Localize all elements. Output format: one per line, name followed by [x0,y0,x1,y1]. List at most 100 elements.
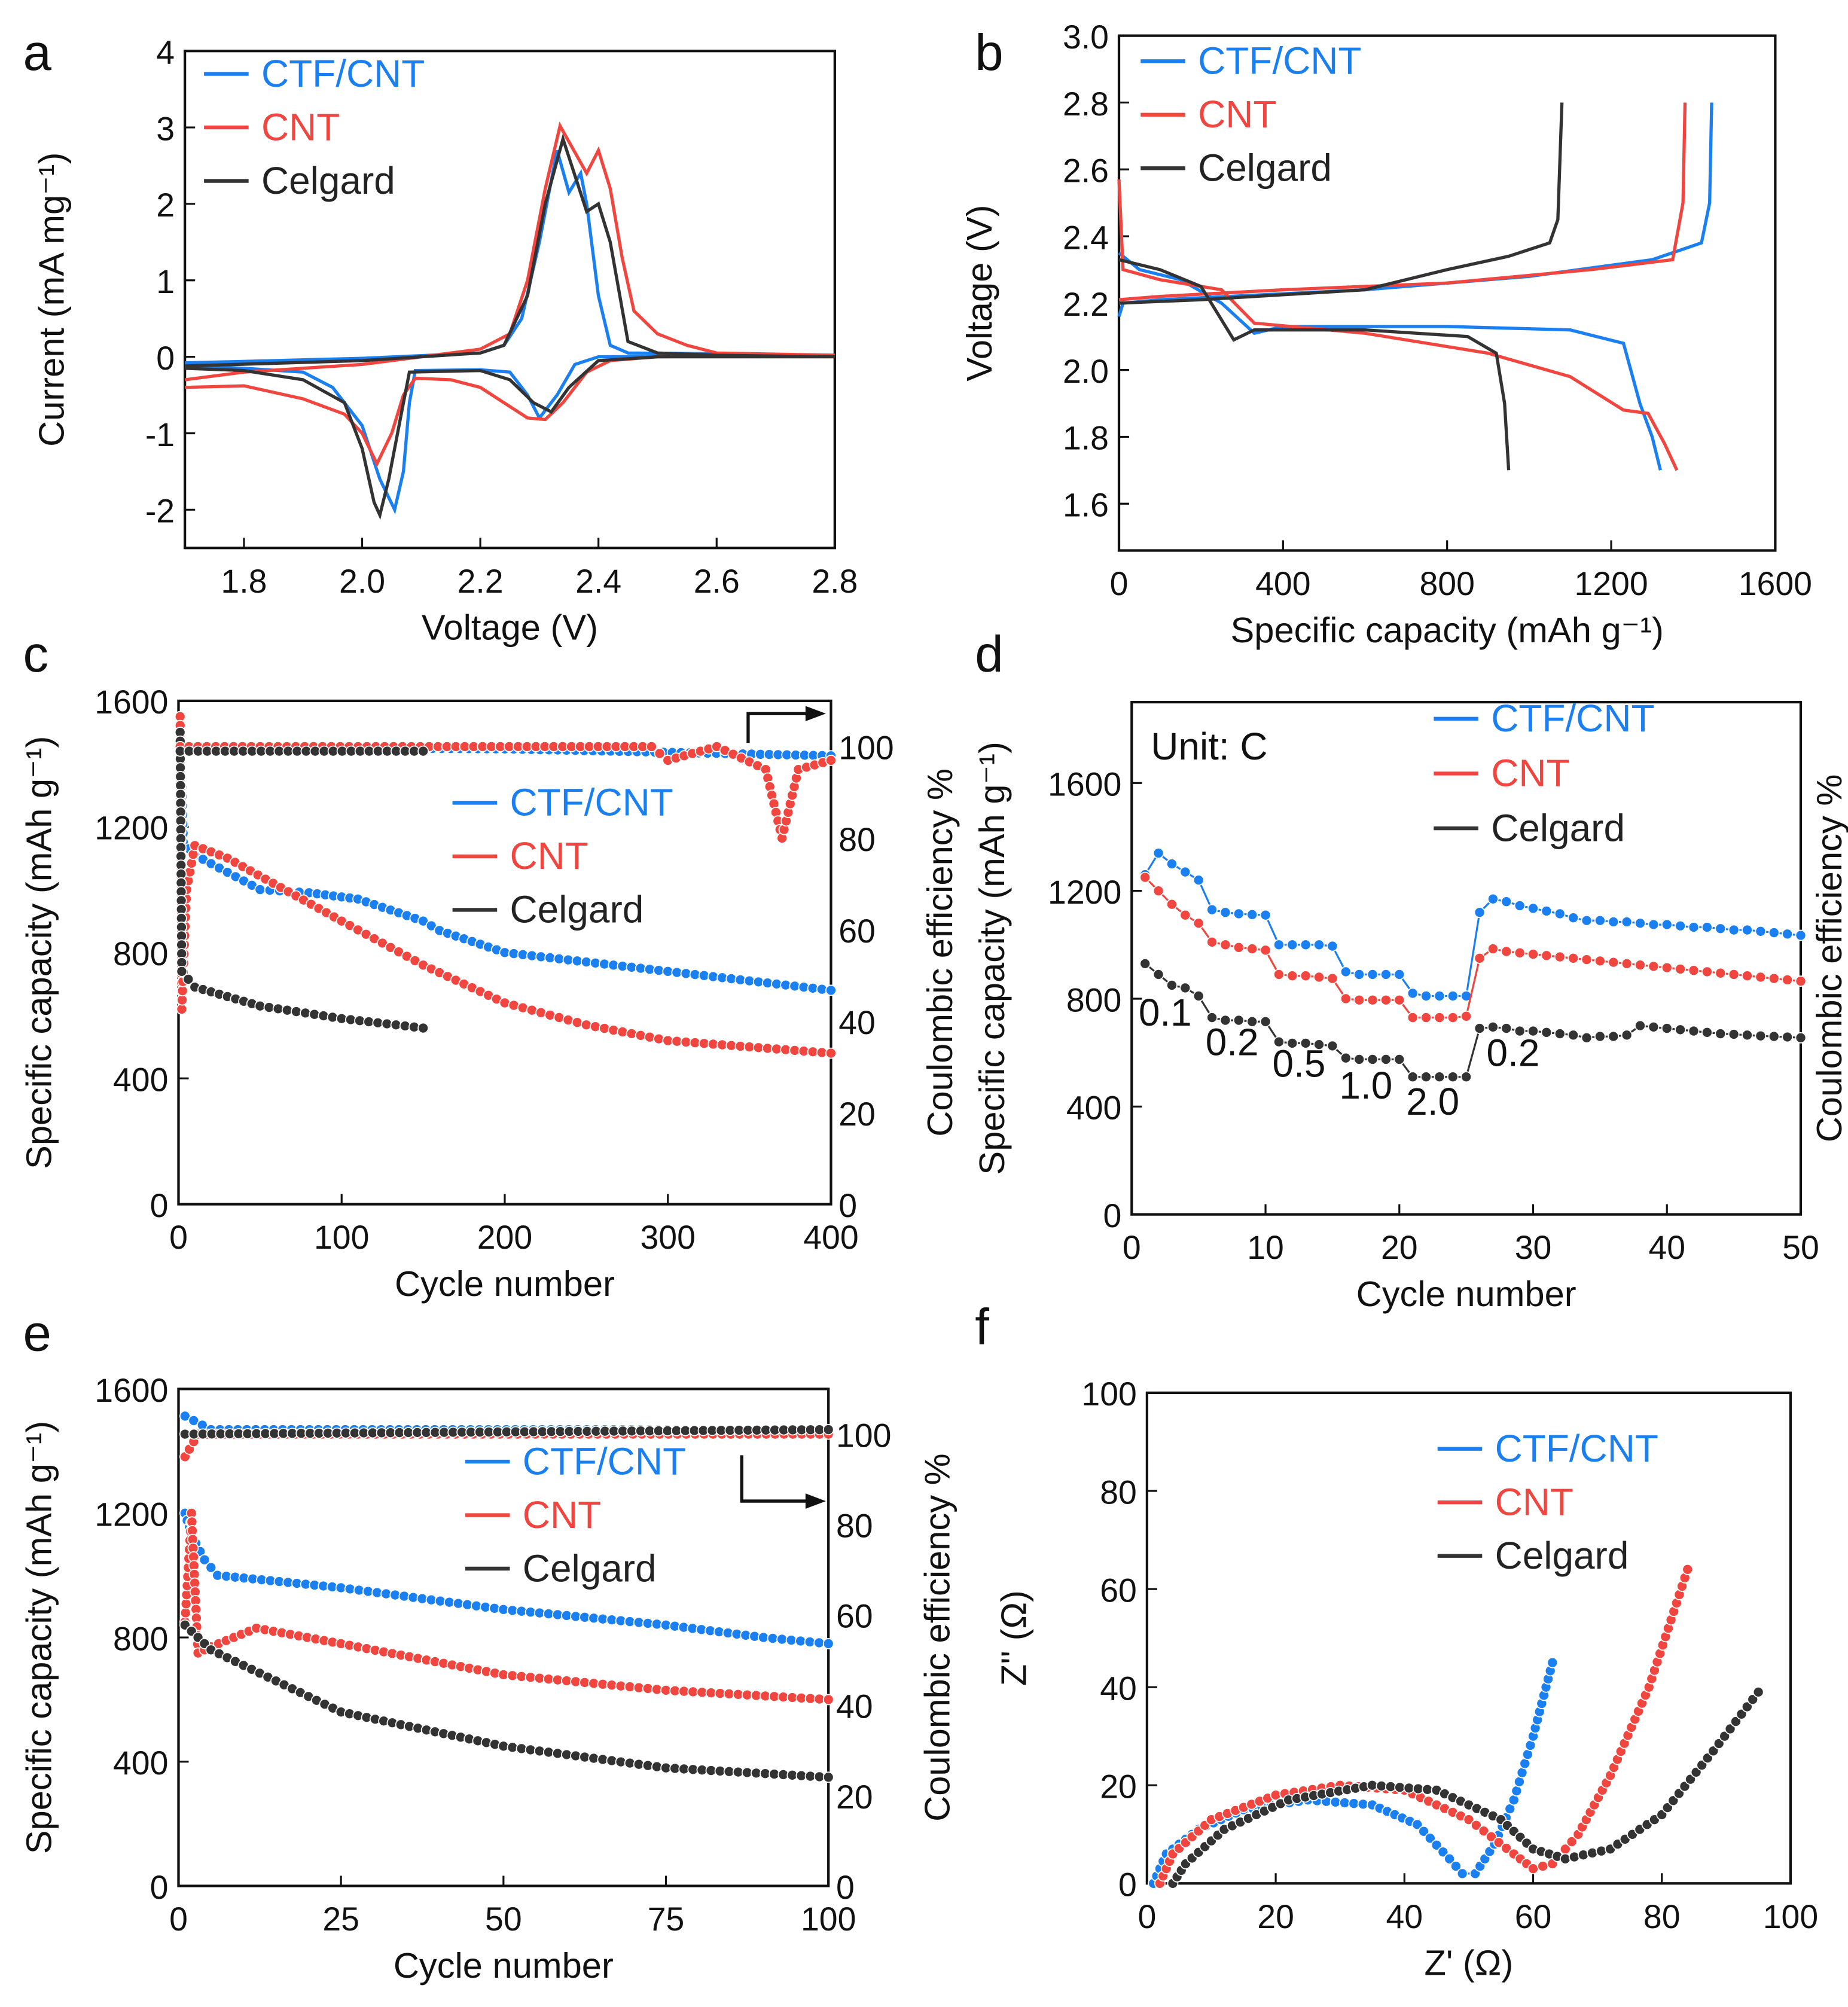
x-tick-label: 400 [1255,565,1310,602]
y-axis-label-2: Coulombic efficiency % [1809,774,1848,1143]
data-marker [1206,904,1218,916]
data-marker [1594,914,1606,926]
data-marker [1493,1837,1505,1849]
data-marker [1474,907,1486,919]
data-marker [1719,1730,1731,1742]
data-marker [822,1638,834,1649]
y-tick-label: 0 [1118,1866,1137,1904]
data-marker [1747,1694,1759,1706]
legend-label: CTF/CNT [1198,39,1361,83]
plot-frame [184,50,836,550]
series-line-celgard [1172,1691,1759,1884]
data-marker [417,1022,429,1034]
data-marker [825,755,837,766]
y-tick-label: 0 [1103,1197,1121,1234]
legend-label: CTF/CNT [1491,697,1654,740]
data-marker [254,1000,266,1012]
data-marker [795,1635,806,1647]
series-line-celgard [179,732,423,1029]
data-marker [1541,1026,1553,1038]
panel-b: b 0 400 800 1200 1600 1.6 1.8 2.0 2.2 2.4 2.6 2.8 3.0… [959,19,1812,650]
y-tick-label: 2 [156,187,175,224]
data-marker [176,965,188,977]
data-marker [1166,898,1178,910]
data-marker [1260,909,1271,921]
data-marker [1313,939,1325,951]
y-tick-label: 0 [156,340,175,377]
x-axis-label: Voltage (V) [422,608,598,648]
unit-label: Unit: C [1151,725,1267,768]
data-marker [1768,1030,1780,1042]
data-marker [1715,967,1727,979]
data-marker [1393,994,1405,1006]
arrow-to-right-axis [740,1455,816,1503]
x-tick-label: 100 [314,1219,369,1256]
data-marker [1724,1723,1736,1735]
data-marker [1621,1029,1633,1041]
data-marker [1742,924,1753,936]
data-marker [1537,1860,1549,1872]
panel-label: b [975,25,1003,81]
data-marker [1463,1814,1475,1826]
panel-label: c [23,626,49,683]
arrow-head-icon [805,706,826,722]
panel-d: d 0 10 20 30 40 50 0 400 800 1200 1600 Cycle number S… [972,626,1848,1314]
x-tick-label: 200 [477,1219,532,1256]
data-marker [291,1006,302,1017]
data-marker [1424,1832,1436,1844]
arrow-head-icon [805,1493,826,1509]
data-marker [1450,1860,1462,1872]
data-marker [1420,1071,1432,1083]
data-marker [1353,1054,1365,1065]
y-tick-label: 100 [1081,1375,1136,1413]
data-marker [1246,1015,1258,1027]
data-marker [1675,1024,1687,1036]
legend-label: CTF/CNT [523,1439,686,1483]
data-marker [1741,1701,1753,1713]
data-marker [1541,905,1553,917]
data-marker [1447,1071,1459,1083]
data-marker [1300,1037,1312,1049]
data-marker [608,1024,620,1036]
data-marker [767,1633,779,1644]
data-marker [1541,950,1553,962]
data-marker [1407,1012,1419,1023]
data-marker [1578,1849,1589,1861]
data-marker [617,1026,629,1038]
y-tick-label: 2.0 [1063,353,1109,390]
data-marker [1713,1738,1725,1749]
data-marker [1486,1831,1497,1843]
data-marker [1587,1847,1598,1859]
legend-label: CNT [1198,93,1276,136]
data-marker [1367,1054,1379,1065]
data-marker [1752,1686,1764,1698]
data-marker [1795,975,1807,987]
y2-tick-label: 60 [838,913,876,950]
legend-label: CNT [510,834,588,877]
x-tick-label: 100 [1763,1898,1818,1935]
y-tick-label: 3 [156,110,175,147]
data-marker [1447,990,1459,1002]
x-tick-label: 50 [1782,1229,1819,1266]
y-tick-label: 1200 [94,1496,168,1533]
data-marker [205,1561,217,1573]
data-marker [1367,1779,1378,1791]
data-marker [1514,1025,1526,1037]
data-marker [1501,1023,1512,1034]
x-tick-label: 400 [803,1219,858,1256]
data-marker [1675,963,1687,975]
series-line-cnt [1117,179,1679,471]
data-marker [1357,1798,1369,1810]
data-marker [1795,1032,1807,1044]
data-marker [1313,1039,1325,1050]
data-marker [1376,1780,1387,1792]
data-marker [1456,1868,1468,1880]
rate-label: 0.2 [1487,1032,1540,1075]
data-marker [1581,954,1593,965]
data-marker [1300,970,1312,982]
data-marker [1219,1014,1231,1026]
y-tick-label: -2 [145,493,175,530]
data-marker [1608,1030,1620,1042]
x-tick-label: 0 [1110,565,1129,602]
series-line-celgard [184,1624,829,1779]
